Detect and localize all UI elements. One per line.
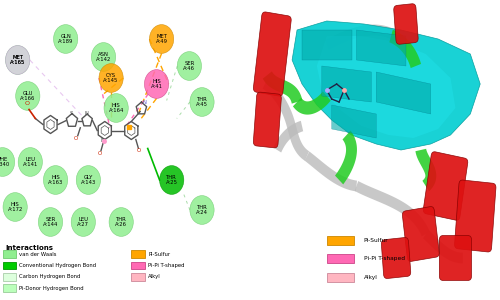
Polygon shape — [302, 30, 352, 60]
Circle shape — [76, 166, 100, 194]
Text: Pi-Sulfur: Pi-Sulfur — [364, 238, 388, 242]
Text: THR
A:25: THR A:25 — [166, 175, 177, 185]
Circle shape — [38, 208, 62, 236]
FancyBboxPatch shape — [327, 254, 354, 263]
Text: THR
A:26: THR A:26 — [115, 217, 127, 227]
Text: HIS
A:41: HIS A:41 — [150, 79, 162, 89]
Text: O: O — [74, 136, 78, 141]
Circle shape — [6, 46, 30, 74]
Polygon shape — [335, 130, 357, 184]
FancyBboxPatch shape — [2, 262, 16, 269]
Circle shape — [71, 208, 96, 236]
Text: SER
A:46: SER A:46 — [184, 61, 196, 71]
Text: GLN
A:189: GLN A:189 — [58, 34, 74, 44]
Text: HIS
A:164: HIS A:164 — [108, 103, 124, 113]
FancyBboxPatch shape — [382, 238, 410, 278]
Circle shape — [0, 148, 14, 176]
Circle shape — [160, 166, 184, 194]
Circle shape — [92, 43, 116, 71]
Text: S: S — [70, 111, 73, 116]
Polygon shape — [376, 72, 430, 114]
Polygon shape — [262, 80, 309, 161]
Text: MET
A:165: MET A:165 — [10, 55, 26, 65]
Circle shape — [44, 166, 68, 194]
FancyBboxPatch shape — [132, 262, 145, 269]
Text: MET
A:49: MET A:49 — [156, 34, 168, 44]
FancyBboxPatch shape — [327, 273, 354, 282]
Text: Carbon Hydrogen Bond: Carbon Hydrogen Bond — [20, 274, 81, 279]
Polygon shape — [292, 21, 480, 150]
Polygon shape — [304, 152, 357, 191]
Circle shape — [178, 52, 202, 80]
Text: Alkyl: Alkyl — [364, 275, 378, 280]
Text: Conventional Hydrogen Bond: Conventional Hydrogen Bond — [20, 263, 96, 268]
Text: ASN
A:142: ASN A:142 — [96, 52, 111, 62]
FancyBboxPatch shape — [327, 236, 354, 244]
Circle shape — [190, 88, 214, 116]
Circle shape — [18, 148, 42, 176]
FancyBboxPatch shape — [424, 152, 468, 220]
Circle shape — [150, 25, 174, 53]
Polygon shape — [293, 92, 331, 115]
Text: N: N — [143, 100, 147, 104]
Circle shape — [144, 70, 169, 98]
FancyBboxPatch shape — [2, 284, 16, 292]
Circle shape — [190, 196, 214, 224]
Text: Pi-Pi T-shaped: Pi-Pi T-shaped — [364, 256, 405, 261]
Polygon shape — [423, 230, 463, 263]
Polygon shape — [390, 30, 421, 68]
Text: GLY
A:143: GLY A:143 — [81, 175, 96, 185]
Polygon shape — [274, 121, 303, 152]
Text: THR
A:45: THR A:45 — [196, 97, 208, 107]
Text: HIS
A:172: HIS A:172 — [8, 202, 23, 212]
Text: CYS
A:145: CYS A:145 — [104, 73, 119, 83]
Text: HIS
A:163: HIS A:163 — [48, 175, 63, 185]
Polygon shape — [317, 36, 456, 138]
Polygon shape — [416, 149, 436, 191]
Text: LEU
A:141: LEU A:141 — [22, 157, 38, 167]
Text: Pi-Donor Hydrogen Bond: Pi-Donor Hydrogen Bond — [20, 286, 84, 291]
Text: van der Waals: van der Waals — [20, 252, 57, 256]
FancyBboxPatch shape — [454, 180, 496, 252]
Polygon shape — [332, 105, 376, 138]
Circle shape — [104, 94, 128, 122]
FancyBboxPatch shape — [2, 250, 16, 258]
Circle shape — [3, 193, 28, 221]
Text: THR
A:24: THR A:24 — [196, 205, 208, 215]
Polygon shape — [356, 30, 406, 66]
Text: Interactions: Interactions — [5, 244, 53, 250]
Text: LEU
A:27: LEU A:27 — [78, 217, 90, 227]
Text: Alkyl: Alkyl — [148, 274, 161, 279]
Text: O: O — [25, 100, 30, 106]
Circle shape — [6, 46, 30, 74]
FancyBboxPatch shape — [132, 250, 145, 258]
Circle shape — [99, 64, 123, 92]
Polygon shape — [325, 25, 398, 50]
Text: N: N — [84, 111, 88, 116]
FancyBboxPatch shape — [440, 236, 472, 280]
Polygon shape — [354, 181, 430, 236]
Text: SER
A:144: SER A:144 — [43, 217, 58, 227]
Text: PHE
A:340: PHE A:340 — [0, 157, 10, 167]
FancyBboxPatch shape — [2, 273, 16, 281]
Text: Pi-Pi T-shaped: Pi-Pi T-shaped — [148, 263, 184, 268]
Text: O: O — [137, 148, 141, 153]
FancyBboxPatch shape — [394, 4, 418, 44]
FancyBboxPatch shape — [132, 273, 145, 281]
Polygon shape — [322, 66, 372, 102]
FancyBboxPatch shape — [254, 92, 281, 148]
Circle shape — [16, 82, 40, 110]
Text: MET
A:165: MET A:165 — [10, 55, 26, 65]
FancyBboxPatch shape — [402, 207, 439, 261]
Text: N: N — [100, 138, 105, 143]
Polygon shape — [263, 71, 302, 103]
FancyBboxPatch shape — [254, 12, 291, 96]
Text: O: O — [98, 151, 102, 156]
Text: Pi-Sulfur: Pi-Sulfur — [148, 252, 171, 256]
Circle shape — [109, 208, 134, 236]
Circle shape — [54, 25, 78, 53]
Text: GLU
A:166: GLU A:166 — [20, 91, 36, 101]
